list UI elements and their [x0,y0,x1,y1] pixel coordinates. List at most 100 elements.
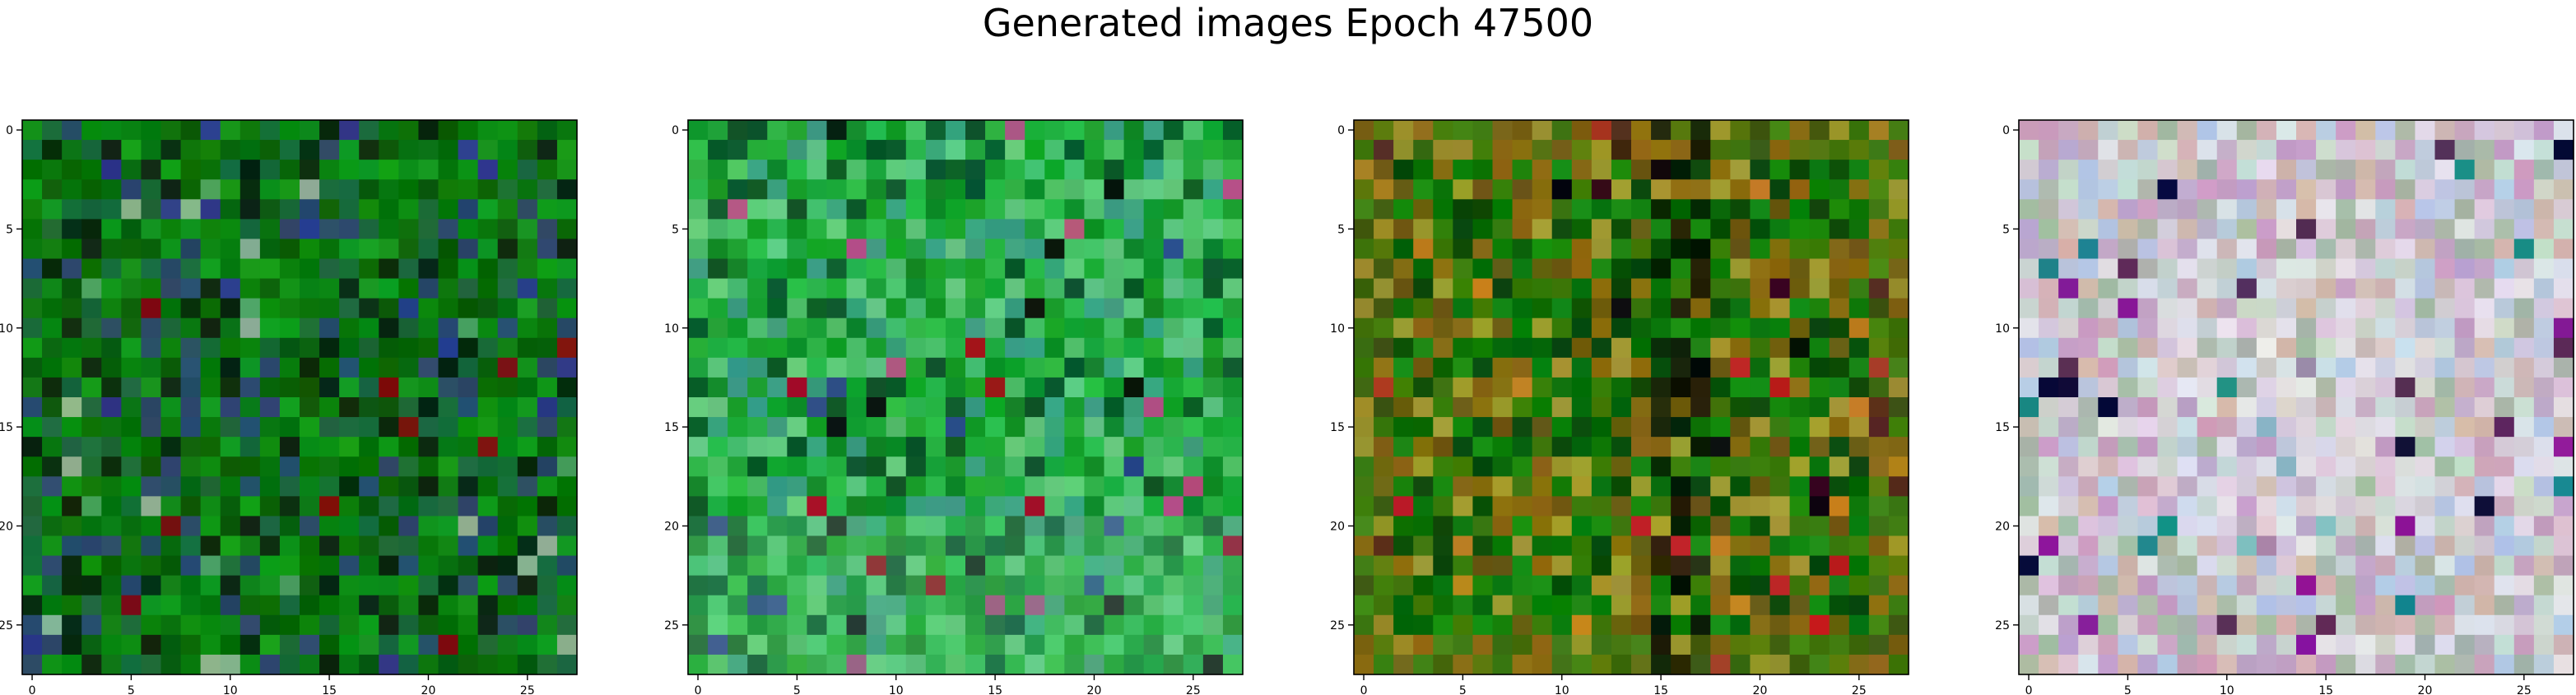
pixel [556,437,578,457]
pixel [2118,317,2139,339]
pixel [279,258,300,280]
pixel [2375,357,2396,378]
pixel [2058,397,2079,418]
pixel [2355,298,2376,319]
pixel [359,377,379,398]
pixel [438,516,459,537]
pixel [62,179,82,200]
pixel [2336,654,2356,675]
pixel [2177,437,2198,457]
pixel [477,496,499,517]
pixel [200,199,221,220]
pixel [2494,298,2515,319]
pixel [2513,199,2535,220]
pixel [2177,160,2198,180]
pixel [359,219,379,240]
pixel [438,397,459,418]
pixel [2256,397,2277,418]
pixel [81,179,102,200]
pixel [2494,496,2515,517]
pixel [200,357,221,378]
pixel [477,298,499,319]
pixel [2157,634,2178,656]
pixel [2078,417,2099,438]
pixel [379,258,399,280]
pixel [2434,120,2456,141]
pixel [81,456,102,477]
pixel [22,219,43,240]
pixel [300,575,320,596]
pixel [2157,317,2178,339]
pixel [180,160,202,180]
pixel [2177,516,2198,537]
pixel [2197,179,2218,200]
pixel [2355,179,2376,200]
pixel [300,437,320,457]
pixel [2276,258,2297,280]
pixel [62,575,82,596]
pixel [2118,456,2139,477]
pixel [2375,456,2396,477]
pixel [319,160,340,180]
pixel [2395,278,2416,299]
pixel [220,417,241,438]
pixel [379,357,399,378]
pixel [259,555,281,577]
pixel [300,555,320,577]
pixel [141,357,162,378]
pixel [2019,575,2039,596]
pixel [2137,456,2159,477]
pixel [2177,120,2198,141]
pixel [398,476,420,497]
pixel [359,357,379,378]
pixel [2513,496,2535,517]
pixel [2058,377,2079,398]
pixel [180,397,202,418]
pixel [438,456,459,477]
pixel [42,575,63,596]
pixel [2474,317,2495,339]
pixel [2474,417,2495,438]
pixel [517,317,538,339]
pixel [2316,377,2337,398]
pixel [2454,417,2476,438]
pixel [319,199,340,220]
pixel [2276,160,2297,180]
pixel [2513,516,2535,537]
pixel [62,160,82,180]
pixel [2494,555,2515,577]
pixel [2078,437,2099,457]
pixel [2078,456,2099,477]
pixel [2553,476,2574,497]
pixel [2336,337,2356,359]
pixel [180,140,202,160]
pixel [22,496,43,517]
pixel [2474,535,2495,557]
pixel [2256,258,2277,280]
pixel [2434,219,2456,240]
pixel [2454,160,2476,180]
pixel [379,140,399,160]
pixel [239,516,261,537]
pixel [160,179,182,200]
pixel [141,298,162,319]
pixel [2474,258,2495,280]
pixel [2236,179,2257,200]
pixel [279,337,300,359]
pixel [200,160,221,180]
pixel [2415,595,2436,616]
pixel [2296,120,2317,141]
pixel [2236,417,2257,438]
pixel [2039,160,2059,180]
pixel [537,535,558,557]
pixel [141,535,162,557]
pixel [2375,555,2396,577]
pixel [2474,575,2495,596]
pixel [2039,140,2059,160]
pixel [2316,179,2337,200]
pixel [2316,140,2337,160]
pixel [141,140,162,160]
pixel [121,595,142,616]
pixel [2533,634,2555,656]
pixel [537,337,558,359]
